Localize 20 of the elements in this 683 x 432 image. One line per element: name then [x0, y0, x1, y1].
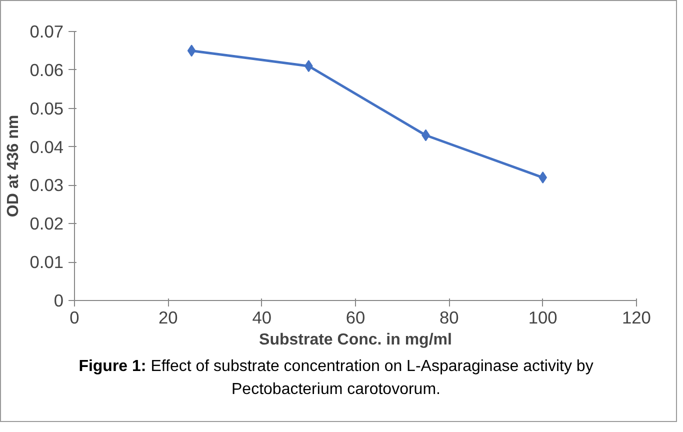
y-tick-label: 0: [54, 290, 64, 310]
y-tick-label: 0.02: [30, 214, 64, 234]
y-tick-label: 0.07: [30, 22, 64, 42]
y-tick-label: 0.05: [30, 98, 64, 118]
x-axis-title: Substrate Conc. in mg/ml: [259, 332, 452, 348]
y-axis-title: OD at 436 nm: [4, 114, 22, 218]
x-tick-label: 40: [252, 308, 272, 328]
y-tick-label: 0.01: [30, 252, 64, 272]
caption: Figure 1:: [78, 358, 146, 375]
text: Effect of substrate concentration on L-Asparaginase activity by Pectobacterium carotovorum.: [150, 358, 594, 398]
y-tick-label: 0.06: [30, 60, 64, 80]
y-tick-label: 0.04: [30, 136, 64, 157]
x-tick-label: 80: [440, 308, 459, 328]
x-tick-label: 0: [70, 308, 80, 328]
y-tick-label: 0.03: [30, 175, 64, 196]
x-tick-label: 120: [622, 308, 651, 328]
x-tick-label: 100: [528, 308, 558, 328]
point: [187, 44, 196, 57]
x-tick-label: 60: [346, 308, 366, 328]
x-tick-label: 20: [158, 308, 178, 328]
